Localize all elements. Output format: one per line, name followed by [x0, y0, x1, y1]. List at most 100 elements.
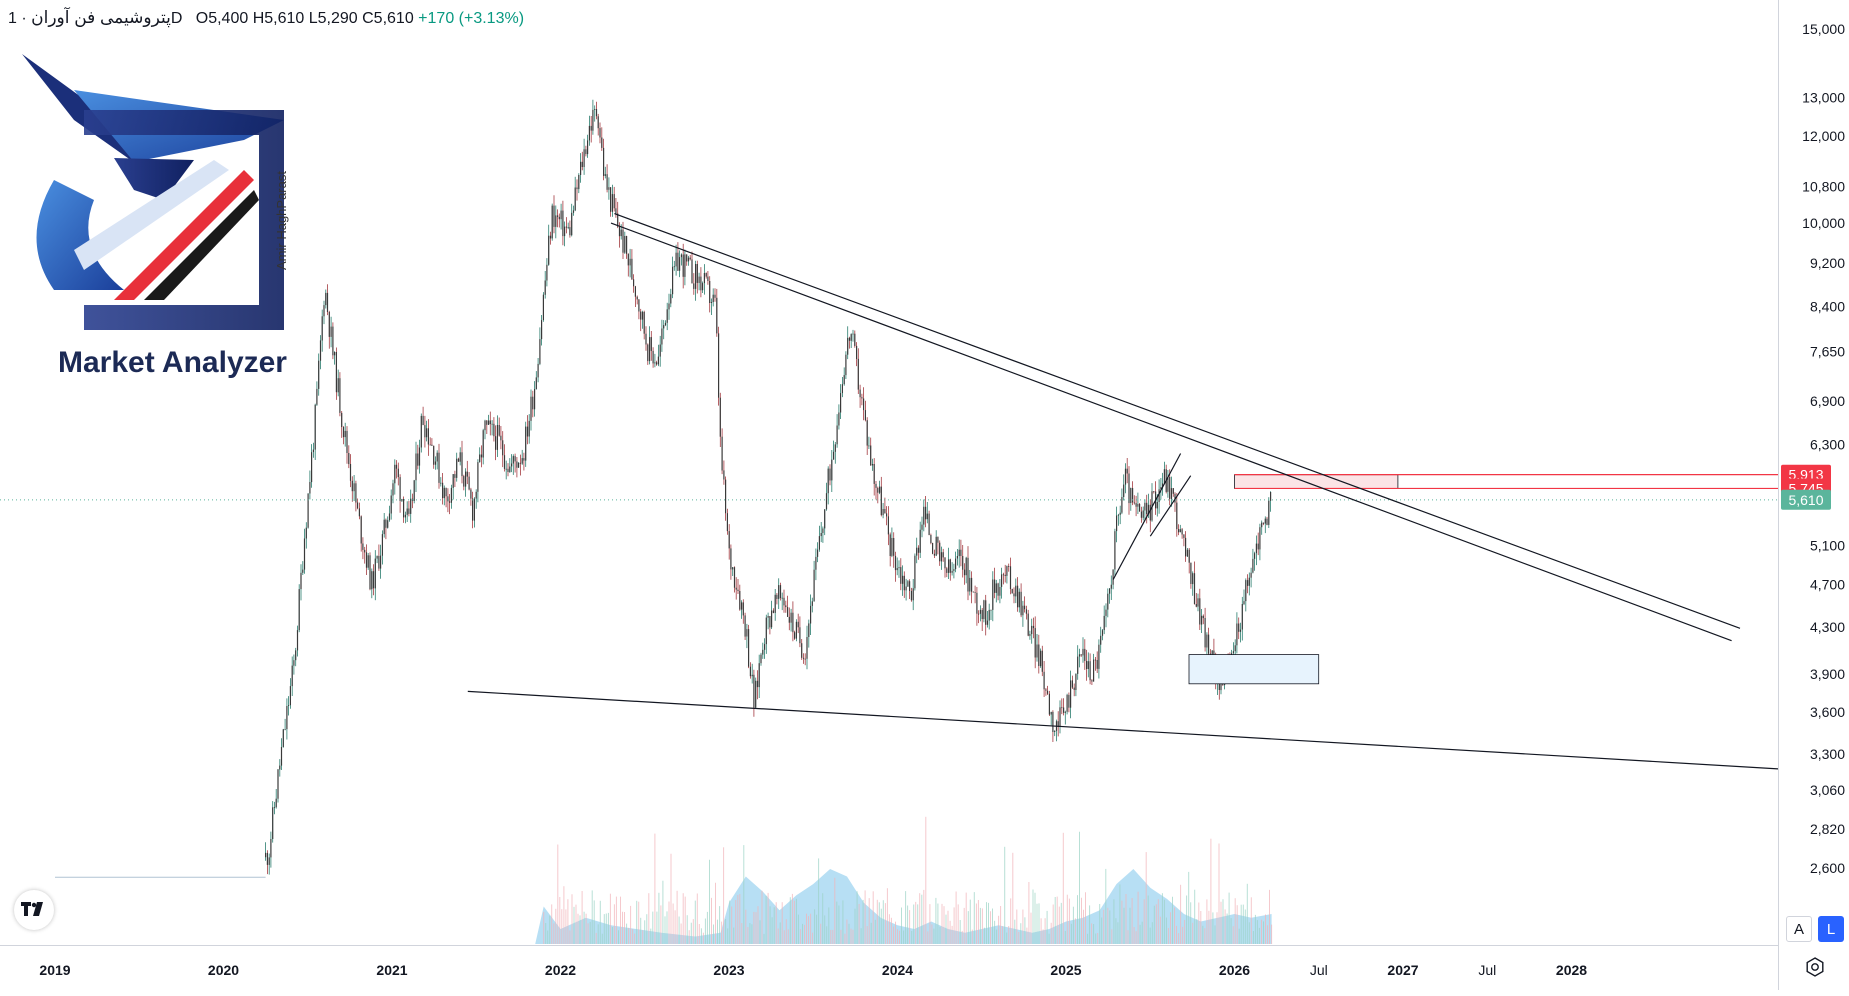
- candle-body: [1078, 654, 1081, 657]
- candle-body: [788, 616, 790, 623]
- price-tick-label: 7,650: [1810, 343, 1845, 359]
- candle-body: [956, 556, 958, 559]
- candle-body: [1247, 580, 1249, 586]
- candle-body: [564, 226, 566, 237]
- candle-body: [728, 531, 730, 549]
- candle-body: [516, 461, 518, 468]
- drawing-layer[interactable]: [0, 213, 1849, 789]
- candle-body: [767, 616, 769, 618]
- candle-body: [659, 344, 661, 357]
- candle-body: [971, 577, 973, 592]
- candle-body: [1008, 566, 1010, 567]
- price-axis[interactable]: 15,000 13,000 12,000 10,800 10,000 9,200 8,400…: [1778, 0, 1849, 990]
- candle-body: [1266, 518, 1268, 525]
- candle-body: [716, 297, 718, 334]
- candle-body: [456, 458, 458, 478]
- candle-body: [1032, 625, 1035, 629]
- timeframe[interactable]: 1D: [8, 10, 183, 27]
- candle-body: [466, 471, 468, 477]
- candle-body: [498, 425, 500, 436]
- price-tick-label: 12,000: [1802, 128, 1845, 144]
- symbol-legend[interactable]: پتروشیمی فن آوران · 1D O5,400 H5,610 L5,…: [8, 8, 524, 28]
- logo-brand: Market Analyzer: [58, 346, 287, 379]
- candle-body: [307, 493, 309, 528]
- candle-body: [650, 337, 652, 351]
- candle-body: [926, 513, 928, 520]
- candle-body: [413, 480, 415, 501]
- candle-body: [266, 852, 268, 865]
- price-axis-scale[interactable]: 15,000 13,000 12,000 10,800 10,000 9,200 8,400…: [1779, 0, 1849, 990]
- candle-body: [523, 458, 525, 461]
- candle-body: [634, 286, 636, 297]
- candle-body: [732, 567, 734, 570]
- candle-body: [1135, 503, 1137, 507]
- candle-body: [672, 266, 674, 295]
- candle-body: [1025, 609, 1027, 614]
- time-axis-scale[interactable]: 2019 2020 2021 2022 2023 2024 2025 2026 Jul 2027 J…: [0, 946, 1778, 991]
- candle-body: [1086, 660, 1088, 669]
- price-tick-label: 4,700: [1810, 577, 1845, 593]
- candle-body: [433, 445, 435, 465]
- tradingview-logo[interactable]: [14, 890, 54, 930]
- candle-body: [999, 587, 1001, 596]
- candle-body: [783, 597, 785, 606]
- candle-body: [652, 350, 654, 364]
- candle-body: [629, 258, 631, 266]
- candle-body: [1193, 573, 1196, 604]
- symbol-name[interactable]: پتروشیمی فن آوران: [31, 8, 171, 27]
- candle-body: [978, 613, 980, 615]
- candle-body: [856, 345, 858, 359]
- candle-body: [1070, 680, 1072, 708]
- candle-body: [569, 227, 571, 236]
- candle-body: [776, 594, 778, 599]
- candle-body: [1236, 623, 1238, 646]
- candle-body: [817, 549, 819, 557]
- candle-body: [778, 585, 780, 599]
- candle-body: [661, 328, 663, 345]
- candle-body: [399, 477, 401, 501]
- candle-body: [974, 592, 976, 593]
- candle-body: [1105, 609, 1107, 616]
- candle-body: [1250, 572, 1252, 578]
- candle-body: [429, 444, 431, 446]
- time-tick-label: 2020: [208, 962, 239, 978]
- auto-scale-button[interactable]: A: [1786, 916, 1812, 942]
- candle-body: [436, 452, 438, 462]
- chart-settings-button[interactable]: [1800, 952, 1830, 982]
- candle-body: [764, 644, 766, 650]
- candle-body: [549, 235, 552, 239]
- candle-body: [353, 483, 355, 492]
- candle-body: [503, 455, 506, 469]
- candle-body: [360, 516, 362, 544]
- candle-body: [854, 333, 856, 346]
- candle-body: [879, 486, 881, 493]
- candle-body: [861, 397, 863, 399]
- candle-body: [475, 491, 477, 499]
- log-scale-button[interactable]: L: [1818, 916, 1844, 942]
- candle-body: [1089, 661, 1091, 681]
- candle-body: [1199, 598, 1201, 625]
- candle-body: [567, 227, 569, 228]
- candle-body: [985, 600, 987, 625]
- candle-body: [1262, 522, 1265, 524]
- candle-body: [493, 423, 495, 437]
- time-axis[interactable]: 2019 2020 2021 2022 2023 2024 2025 2026 Jul 2027 J…: [0, 945, 1778, 991]
- candle-body: [303, 538, 306, 570]
- candle-body: [1059, 707, 1061, 727]
- chart-area[interactable]: [0, 0, 1849, 945]
- candle-body: [1192, 573, 1194, 585]
- candle-body: [1176, 502, 1178, 530]
- price-chart[interactable]: [0, 0, 1849, 945]
- time-tick-label: Jul: [1478, 962, 1496, 978]
- logo-graphic: Amir HaghParast Market Analyzer: [22, 54, 289, 379]
- candle-body: [587, 140, 589, 155]
- candle-body: [843, 375, 845, 385]
- candle-body: [548, 235, 550, 265]
- gear-icon: [1806, 957, 1824, 977]
- candle-body: [418, 447, 421, 466]
- trendline-upper-resistance-1: [614, 213, 1741, 629]
- logo-black-stripe: [144, 190, 259, 300]
- candle-body: [477, 462, 479, 492]
- candle-body: [827, 468, 829, 494]
- candle-body: [698, 276, 700, 283]
